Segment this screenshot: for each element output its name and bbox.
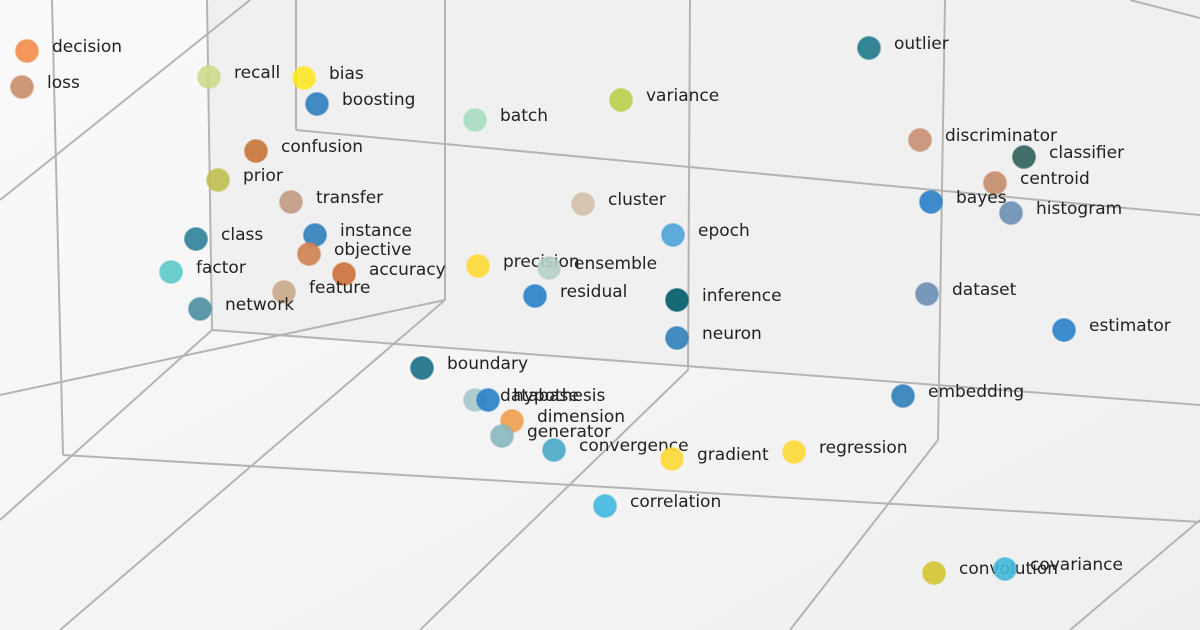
point-label: epoch [698, 221, 750, 241]
point-label: accuracy [369, 260, 446, 280]
point-label: histogram [1036, 199, 1122, 219]
point-label: objective [334, 240, 412, 260]
point-label: cluster [608, 190, 666, 210]
point-label: estimator [1089, 316, 1171, 336]
point [571, 192, 595, 216]
point-label: gradient [697, 445, 769, 465]
point [593, 494, 617, 518]
point-label: feature [309, 278, 370, 298]
point-label: decision [52, 37, 122, 57]
point [609, 88, 633, 112]
point [466, 254, 490, 278]
point-label: variance [646, 86, 719, 106]
point [542, 438, 566, 462]
point [15, 39, 39, 63]
point-label: dataset [952, 280, 1017, 300]
point-label: bias [329, 64, 364, 84]
point [476, 388, 500, 412]
point [782, 440, 806, 464]
point-label: boosting [342, 90, 415, 110]
point [197, 65, 221, 89]
point [490, 424, 514, 448]
point-label: ensemble [574, 254, 657, 274]
point-label: covariance [1030, 555, 1123, 575]
back-wall [207, 0, 1200, 405]
point-label: factor [196, 258, 246, 278]
point [463, 108, 487, 132]
point-label: confusion [281, 137, 363, 157]
point [993, 557, 1017, 581]
point-label: classifier [1049, 143, 1124, 163]
point-label: prior [243, 166, 283, 186]
point-label: discriminator [945, 126, 1057, 146]
point-label: residual [560, 282, 627, 302]
point [244, 139, 268, 163]
point-label: database [500, 386, 579, 406]
point [188, 297, 212, 321]
point [410, 356, 434, 380]
point-label: network [225, 295, 294, 315]
point [297, 242, 321, 266]
point [1012, 145, 1036, 169]
point-label: loss [47, 73, 80, 93]
point [1052, 318, 1076, 342]
point [908, 128, 932, 152]
point-label: class [221, 225, 263, 245]
point-label: centroid [1020, 169, 1090, 189]
point-label: transfer [316, 188, 383, 208]
point [159, 260, 183, 284]
point-label: convergence [579, 436, 689, 456]
point-label: hypothesis [513, 386, 606, 406]
point [305, 92, 329, 116]
point-label: inference [702, 286, 782, 306]
point-label: boundary [447, 354, 528, 374]
point [206, 168, 230, 192]
point [292, 66, 316, 90]
point-label: generator [527, 422, 611, 442]
point-label: instance [340, 221, 412, 241]
point [523, 284, 547, 308]
point [537, 256, 561, 280]
point [919, 190, 943, 214]
point [279, 190, 303, 214]
point [184, 227, 208, 251]
point-label: dimension [537, 407, 625, 427]
point [891, 384, 915, 408]
point [661, 223, 685, 247]
point [660, 447, 684, 471]
point [665, 326, 689, 350]
point [332, 262, 356, 286]
point-label: bayes [956, 188, 1007, 208]
point [665, 288, 689, 312]
point-label: correlation [630, 492, 721, 512]
point-label: batch [500, 106, 548, 126]
point-label: outlier [894, 34, 949, 54]
point [272, 280, 296, 304]
point [915, 282, 939, 306]
point-label: recall [234, 63, 280, 83]
point-label: embedding [928, 382, 1024, 402]
point [983, 171, 1007, 195]
point-label: neuron [702, 324, 762, 344]
point [10, 75, 34, 99]
point [857, 36, 881, 60]
point [999, 201, 1023, 225]
point-label: regression [819, 438, 908, 458]
point [922, 561, 946, 585]
